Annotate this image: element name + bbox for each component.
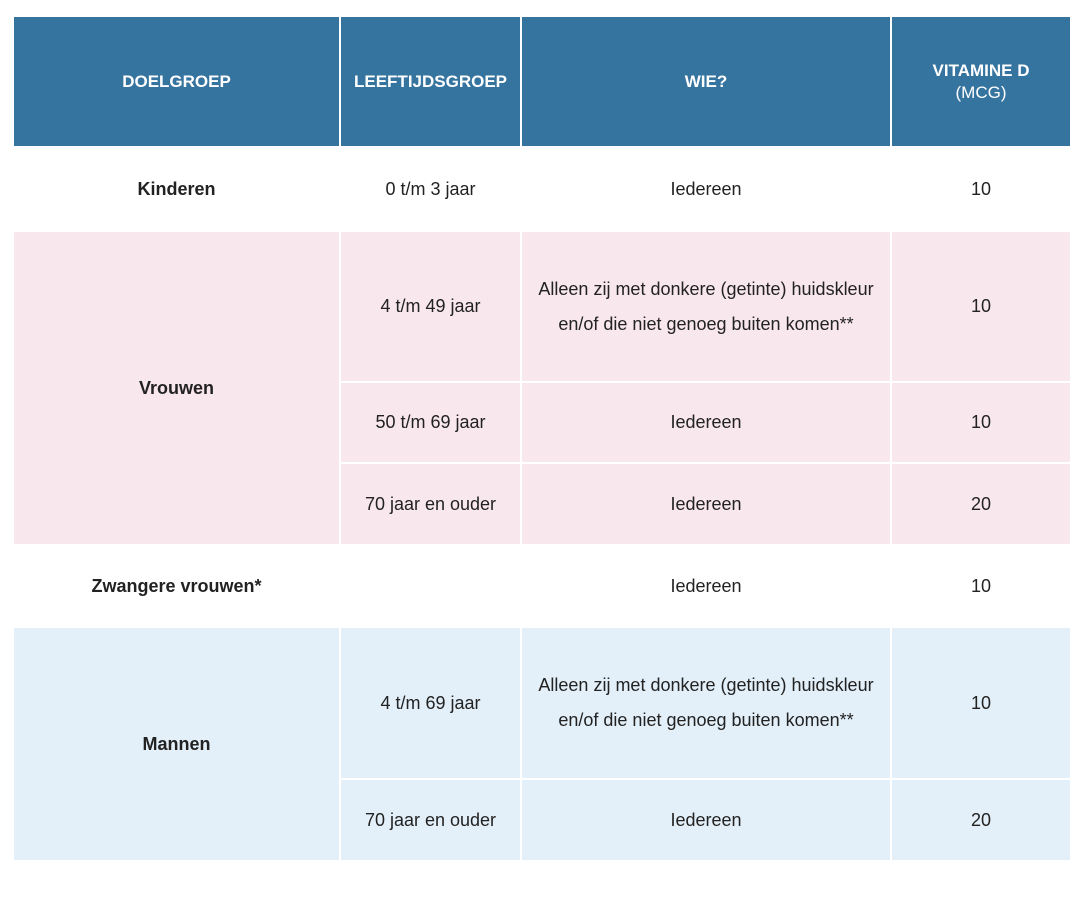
who-cell: Alleen zij met donkere (getinte) huidskl… (520, 230, 892, 383)
header-title: VITAMINE D (932, 60, 1030, 80)
who-cell: Iedereen (520, 544, 892, 628)
header-unit: (MCG) (955, 82, 1007, 102)
header-cell: LEEFTIJDSGROEP (339, 15, 522, 148)
who-cell: Iedereen (520, 146, 892, 232)
age-cell: 70 jaar en ouder (339, 462, 522, 546)
table-row: Kinderen 0 t/m 3 jaar Iedereen 10 (12, 146, 1072, 232)
dose-cell: 10 (890, 381, 1072, 464)
who-cell: Iedereen (520, 381, 892, 464)
dose-cell: 10 (890, 626, 1072, 780)
dose-cell: 10 (890, 146, 1072, 232)
group-name: Vrouwen (12, 230, 341, 546)
dose-cell: 10 (890, 544, 1072, 628)
who-cell: Alleen zij met donkere (getinte) huidskl… (520, 626, 892, 780)
who-cell: Iedereen (520, 778, 892, 862)
age-cell: 4 t/m 49 jaar (339, 230, 522, 383)
dose-cell: 20 (890, 778, 1072, 862)
age-cell: 4 t/m 69 jaar (339, 626, 522, 780)
dose-cell: 20 (890, 462, 1072, 546)
header-cell: WIE? (520, 15, 892, 148)
age-cell: 0 t/m 3 jaar (339, 146, 522, 232)
table-row: Vrouwen 4 t/m 49 jaar Alleen zij met donke… (12, 230, 1072, 546)
group-name: Mannen (12, 626, 341, 862)
who-cell: Iedereen (520, 462, 892, 546)
group-name: Zwangere vrouwen* (12, 544, 341, 628)
age-cell: 70 jaar en ouder (339, 778, 522, 862)
dose-cell: 10 (890, 230, 1072, 383)
group-name: Kinderen (12, 146, 341, 232)
header-cell: VITAMINE D (MCG) (890, 15, 1072, 148)
age-cell: 50 t/m 69 jaar (339, 381, 522, 464)
table-row: Zwangere vrouwen* Iedereen 10 (12, 544, 1072, 628)
table-row: Mannen 4 t/m 69 jaar Alleen zij met donker… (12, 626, 1072, 862)
header-cell: DOELGROEP (12, 15, 341, 148)
age-cell (339, 544, 522, 628)
header-row: DOELGROEP LEEFTIJDSGROEP WIE? VITAMINE D… (12, 15, 1072, 148)
vitamin-table: DOELGROEP LEEFTIJDSGROEP WIE? VITAMINE D… (12, 15, 1072, 862)
